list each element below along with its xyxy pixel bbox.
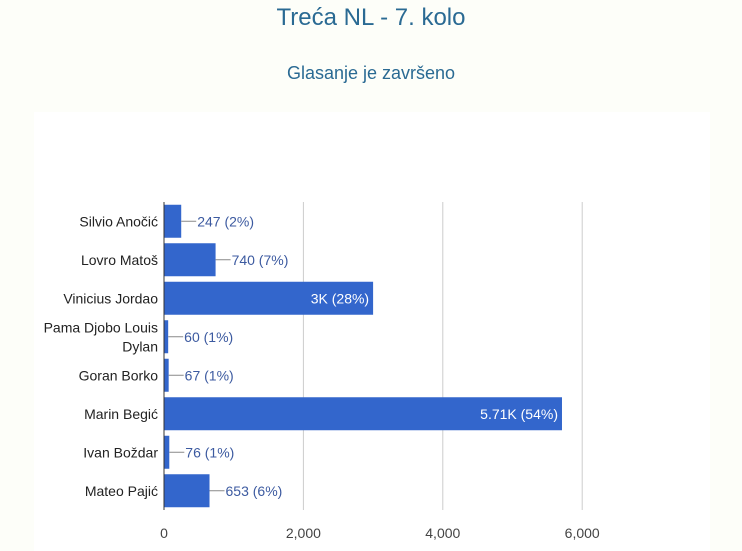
x-tick-label: 2,000: [286, 525, 321, 541]
data-label: 247 (2%): [197, 213, 254, 229]
category-label: Silvio Anočić: [79, 213, 158, 229]
data-label: 740 (7%): [232, 252, 289, 268]
bar: [164, 243, 216, 277]
bar: [164, 474, 210, 508]
category-label: Vinicius Jordao: [63, 290, 158, 306]
chart-panel: [34, 112, 710, 551]
category-label: Dylan: [122, 338, 158, 354]
x-tick-label: 4,000: [425, 525, 460, 541]
data-label: 5.71K (54%): [480, 406, 558, 422]
page-title: Treća NL - 7. kolo: [276, 4, 466, 31]
bar: [164, 320, 169, 354]
category-label: Marin Begić: [84, 406, 158, 422]
data-label: 60 (1%): [184, 329, 233, 345]
bar: [164, 204, 182, 238]
category-label: Ivan Boždar: [83, 444, 158, 460]
bar: [164, 397, 562, 431]
bar: [164, 358, 169, 392]
data-label: 653 (6%): [226, 483, 283, 499]
category-label: Mateo Pajić: [85, 483, 158, 499]
x-tick-label: 6,000: [565, 525, 600, 541]
x-tick-label: 0: [160, 525, 168, 541]
data-label: 3K (28%): [311, 290, 369, 306]
category-label: Goran Borko: [79, 367, 159, 383]
page-subtitle: Glasanje je završeno: [286, 63, 456, 83]
category-label: Pama Djobo Louis: [44, 319, 158, 335]
category-label: Lovro Matoš: [81, 252, 158, 268]
bar: [164, 435, 170, 469]
data-label: 67 (1%): [185, 367, 234, 383]
bar: [164, 281, 374, 315]
data-label: 76 (1%): [185, 444, 234, 460]
